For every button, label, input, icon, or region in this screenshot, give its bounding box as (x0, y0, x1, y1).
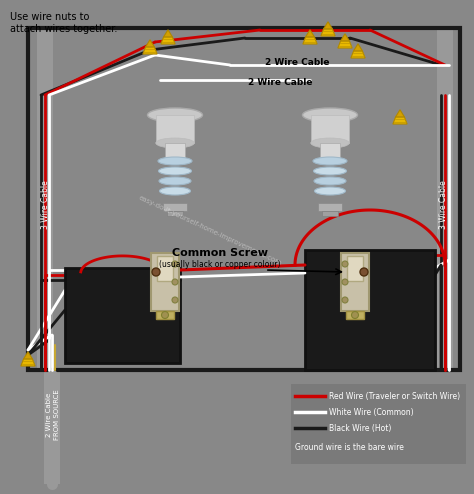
Circle shape (162, 312, 168, 319)
Polygon shape (351, 51, 365, 58)
Text: (usually black or copper colour): (usually black or copper colour) (159, 260, 281, 269)
Bar (44, 370, 60, 484)
Bar (37, 28, 53, 370)
Circle shape (342, 297, 348, 303)
Bar (320, 143, 340, 161)
Text: Ground wire is the bare wire: Ground wire is the bare wire (295, 444, 404, 453)
Ellipse shape (156, 138, 194, 148)
Polygon shape (338, 41, 352, 48)
Text: 2 Wire Cable: 2 Wire Cable (248, 78, 312, 86)
Ellipse shape (158, 157, 192, 165)
Text: Use wire nuts to
attach wires together.: Use wire nuts to attach wires together. (10, 12, 118, 34)
Polygon shape (341, 34, 349, 41)
Circle shape (342, 279, 348, 285)
Bar (318, 203, 342, 211)
Polygon shape (396, 110, 404, 117)
Text: Black Wire (Hot): Black Wire (Hot) (329, 423, 392, 433)
Circle shape (172, 261, 178, 267)
Bar (157, 256, 173, 281)
Polygon shape (161, 37, 175, 44)
Circle shape (360, 268, 368, 276)
Text: Red Wire (Traveler or Switch Wire): Red Wire (Traveler or Switch Wire) (329, 392, 460, 401)
Bar (347, 256, 363, 281)
Circle shape (342, 261, 348, 267)
Polygon shape (21, 359, 35, 366)
Ellipse shape (313, 157, 347, 165)
Bar (151, 253, 179, 311)
Ellipse shape (158, 167, 191, 175)
Circle shape (172, 279, 178, 285)
Bar (165, 143, 185, 161)
Bar (156, 311, 174, 319)
Circle shape (172, 297, 178, 303)
Circle shape (352, 312, 358, 319)
Polygon shape (143, 47, 157, 54)
Polygon shape (164, 30, 173, 37)
Text: White Wire (Common): White Wire (Common) (329, 408, 414, 416)
Ellipse shape (315, 187, 346, 195)
Bar (346, 311, 364, 319)
Text: Common Screw: Common Screw (172, 248, 268, 258)
Ellipse shape (313, 167, 346, 175)
Bar (65, 268, 180, 363)
Bar (437, 28, 453, 370)
Bar (156, 115, 194, 143)
Text: 3 Wire Cable: 3 Wire Cable (42, 181, 51, 229)
Ellipse shape (159, 177, 191, 185)
Text: easy-do-it-yourself-home-improvements.com: easy-do-it-yourself-home-improvements.co… (137, 194, 283, 266)
Text: 2 Wire Cable: 2 Wire Cable (265, 57, 329, 67)
Circle shape (152, 268, 160, 276)
Bar (311, 115, 349, 143)
Ellipse shape (159, 187, 191, 195)
Polygon shape (354, 44, 363, 51)
Polygon shape (393, 117, 407, 124)
Text: 2 Wire Cable
FROM SOURCE: 2 Wire Cable FROM SOURCE (46, 390, 60, 440)
Polygon shape (306, 30, 314, 37)
Bar (305, 250, 435, 370)
Polygon shape (324, 22, 332, 29)
Bar (291, 384, 466, 464)
Ellipse shape (147, 108, 202, 122)
Bar (163, 203, 187, 211)
Bar (322, 211, 338, 216)
Bar (28, 28, 460, 370)
Polygon shape (303, 37, 317, 44)
Polygon shape (24, 352, 32, 359)
Bar (341, 253, 369, 311)
Ellipse shape (302, 108, 357, 122)
Bar (167, 211, 183, 216)
Ellipse shape (311, 138, 349, 148)
Text: 3 Wire Cable: 3 Wire Cable (439, 181, 448, 229)
Polygon shape (321, 29, 335, 36)
Polygon shape (146, 40, 155, 47)
Ellipse shape (314, 177, 346, 185)
